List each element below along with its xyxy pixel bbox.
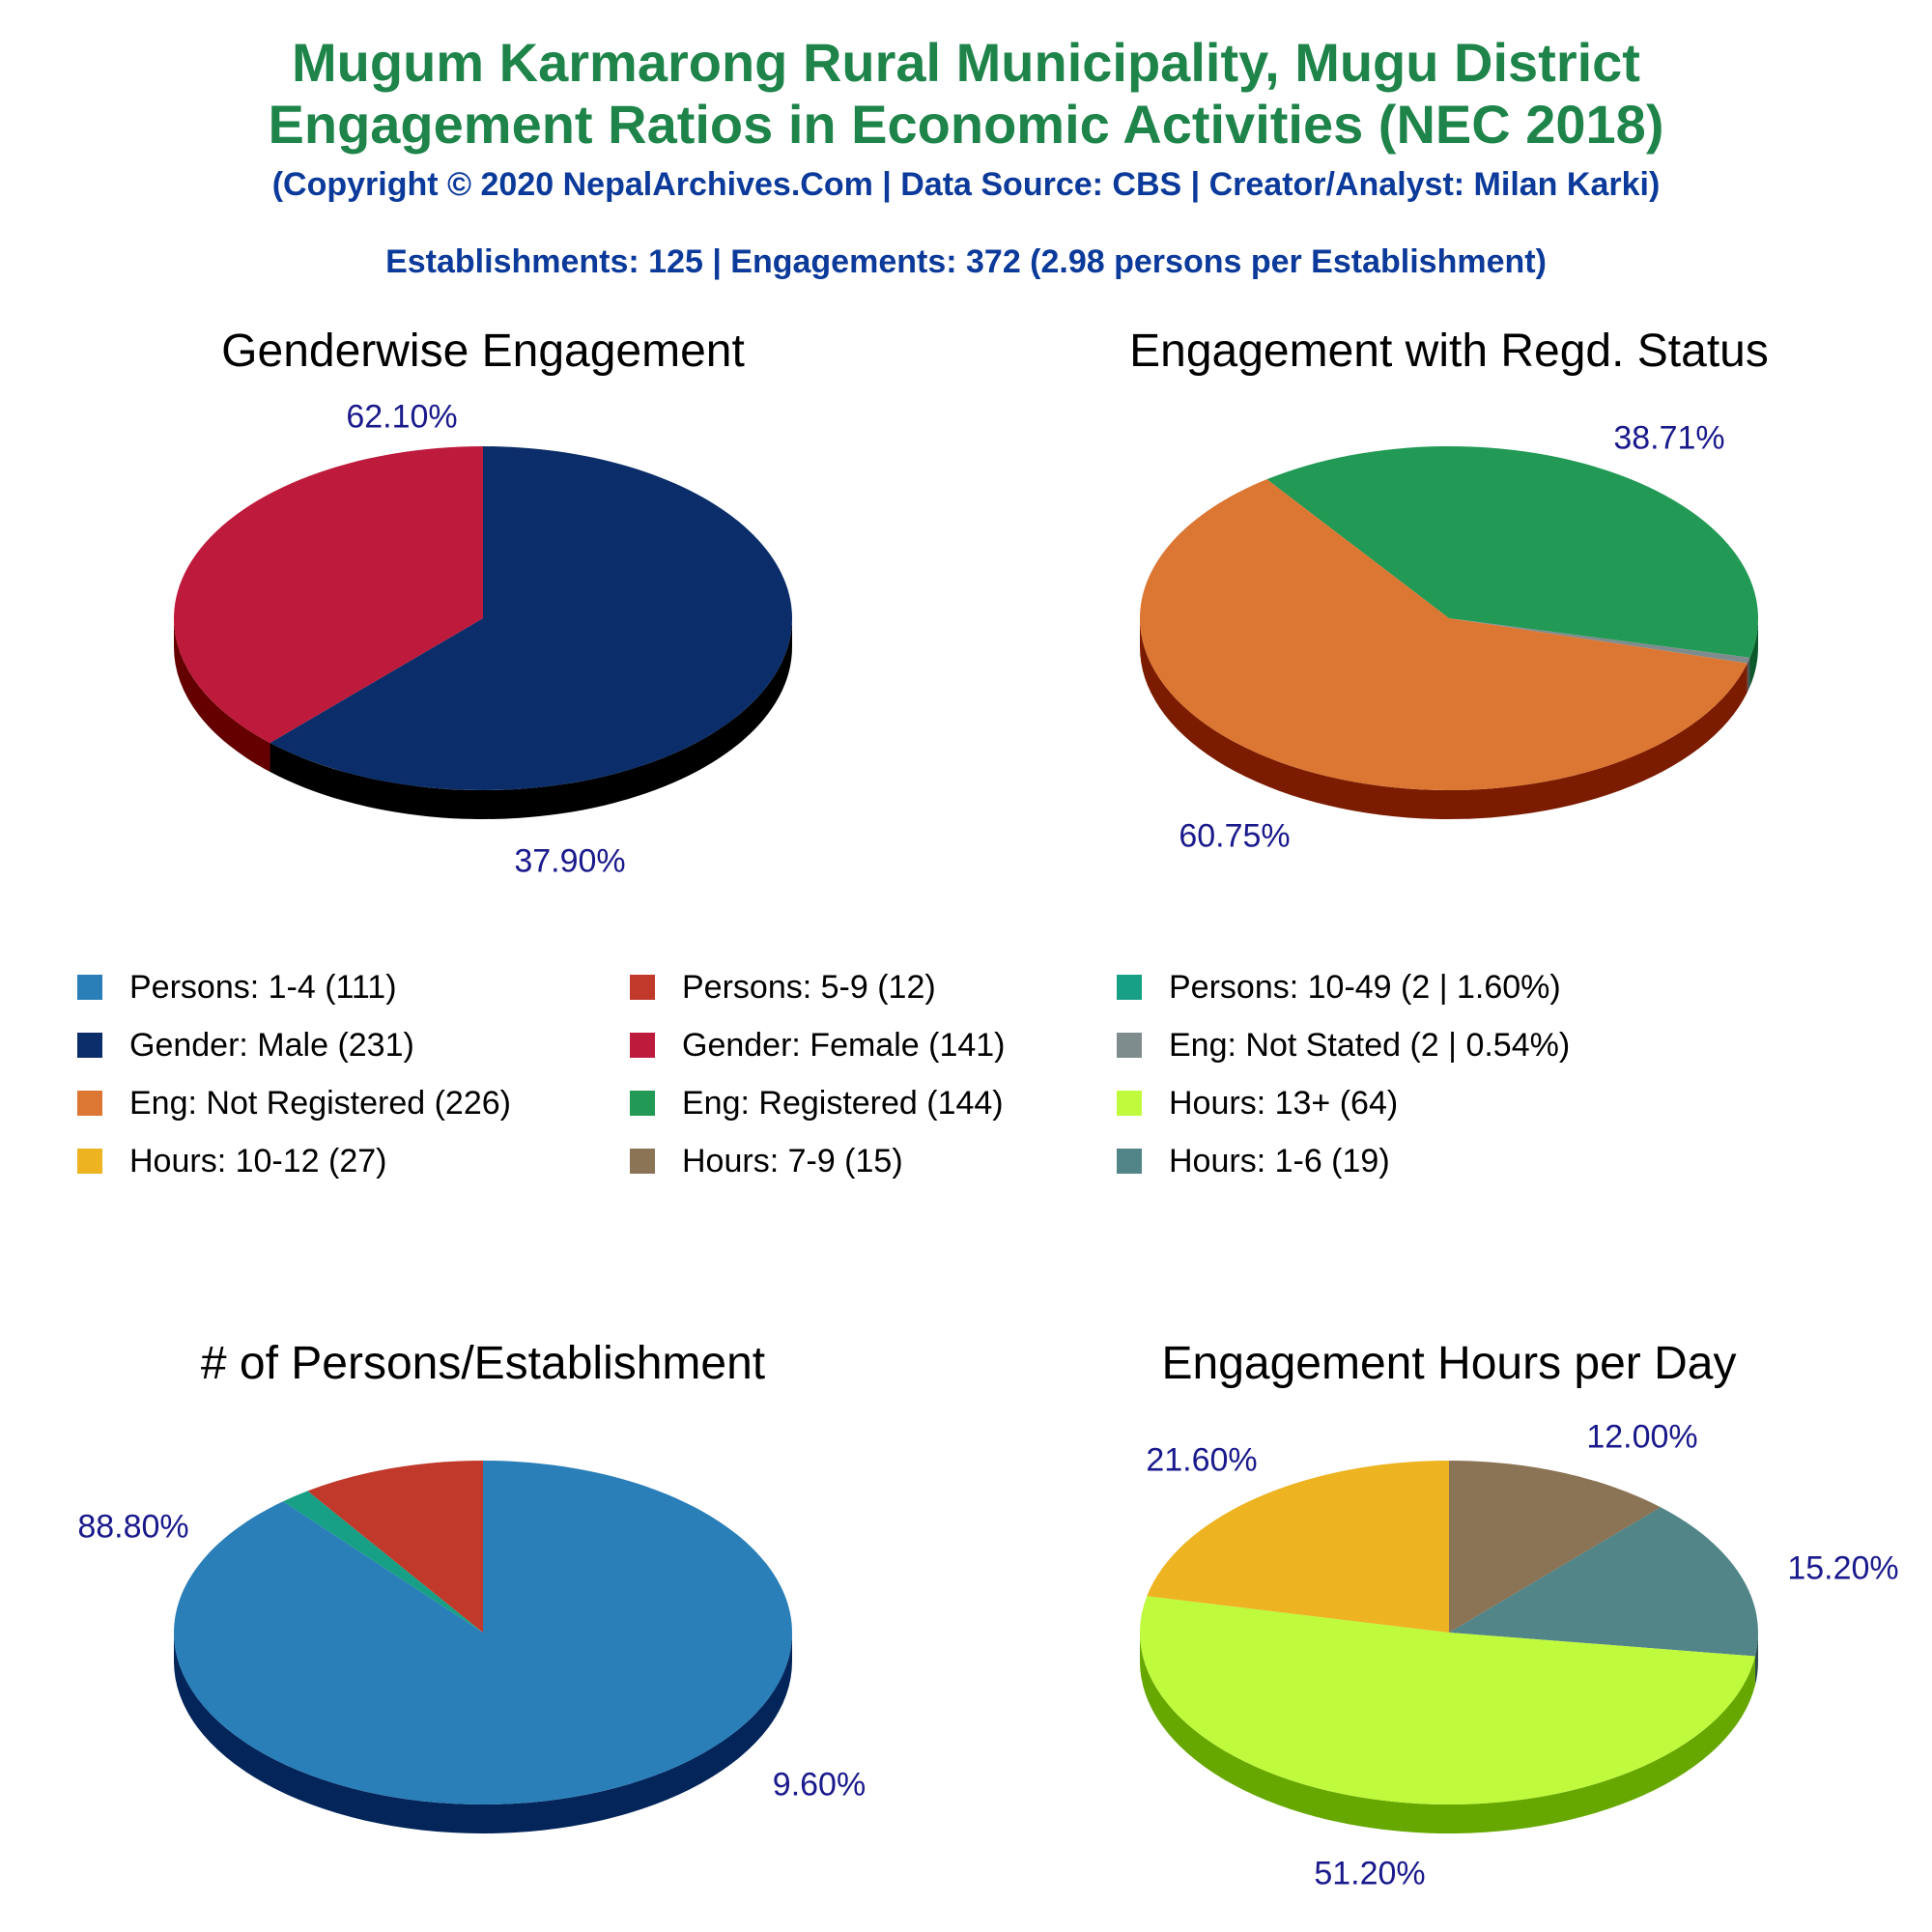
legend-label: Hours: 7-9 (15) <box>682 1142 903 1179</box>
legend-swatch <box>630 1091 655 1116</box>
chart-title-hours: Engagement Hours per Day <box>1161 1338 1737 1389</box>
legend-item: Hours: 7-9 (15) <box>630 1142 903 1180</box>
legend-item: Eng: Registered (144) <box>630 1084 1004 1122</box>
pie-slice-0-0 <box>270 446 792 790</box>
legend-swatch <box>77 975 102 1000</box>
pct-label-hours-7-9: 12.00% <box>1586 1418 1698 1456</box>
legend-swatch <box>1117 1149 1142 1174</box>
legend-label: Eng: Not Stated (2 | 0.54%) <box>1169 1026 1571 1064</box>
legend-item: Eng: Not Stated (2 | 0.54%) <box>1117 1026 1570 1065</box>
legend-label: Hours: 13+ (64) <box>1169 1084 1399 1122</box>
legend-swatch <box>1117 1033 1142 1058</box>
pie-slice-side-3-2 <box>1140 1633 1755 1834</box>
pie-slice-side-0-1 <box>174 618 270 773</box>
legend-label: Persons: 5-9 (12) <box>682 968 936 1006</box>
pie-slice-3-3 <box>1147 1461 1449 1633</box>
pct-label-female: 37.90% <box>514 842 626 880</box>
pie-slice-0-1 <box>173 446 483 744</box>
pie-slice-side-0-0 <box>270 618 792 819</box>
legend-item: Eng: Not Registered (226) <box>77 1084 511 1122</box>
legend-label: Eng: Registered (144) <box>682 1084 1004 1122</box>
chart-title-gender: Genderwise Engagement <box>221 326 745 377</box>
pie-slice-2-1 <box>282 1491 483 1633</box>
legend-item: Hours: 1-6 (19) <box>1117 1142 1390 1180</box>
copyright-line: (Copyright © 2020 NepalArchives.Com | Da… <box>271 166 1661 203</box>
legend-swatch <box>630 1033 655 1058</box>
legend-label: Hours: 10-12 (27) <box>129 1142 387 1179</box>
legend-swatch <box>77 1149 102 1174</box>
pct-label-hours-1-6: 15.20% <box>1787 1549 1899 1587</box>
legend-item: Gender: Female (141) <box>630 1026 1006 1065</box>
legend-label: Persons: 10-49 (2 | 1.60%) <box>1169 968 1561 1006</box>
legend-item: Hours: 10-12 (27) <box>77 1142 386 1180</box>
pie-slice-side-3-1 <box>1754 1633 1758 1686</box>
chart-title-persons: # of Persons/Establishment <box>200 1338 766 1389</box>
pct-label-persons-1-4: 88.80% <box>77 1508 189 1546</box>
pie-slice-1-1 <box>1449 618 1750 664</box>
pie-slice-2-2 <box>307 1461 483 1633</box>
pie-slice-3-1 <box>1449 1507 1758 1657</box>
pie-slice-1-0 <box>1266 445 1759 658</box>
legend-item: Persons: 5-9 (12) <box>630 968 936 1007</box>
pie-slice-side-2-0 <box>174 1633 792 1833</box>
legend-swatch <box>77 1091 102 1116</box>
legend-swatch <box>77 1033 102 1058</box>
legend-item: Persons: 1-4 (111) <box>77 968 397 1007</box>
pie-slice-2-0 <box>174 1461 793 1804</box>
legend-swatch <box>1117 1091 1142 1116</box>
pct-label-not-registered: 60.75% <box>1179 817 1291 855</box>
legend-swatch <box>630 1149 655 1174</box>
legend-label: Gender: Male (231) <box>129 1026 414 1064</box>
main-title-line2: Engagement Ratios in Economic Activities… <box>268 94 1664 155</box>
legend-swatch <box>1117 975 1142 1000</box>
legend-label: Persons: 1-4 (111) <box>129 968 397 1006</box>
pct-label-hours-13plus: 51.20% <box>1314 1855 1426 1892</box>
main-title-line1: Mugum Karmarong Rural Municipality, Mugu… <box>292 32 1640 93</box>
pie-slice-side-1-1 <box>1747 657 1750 693</box>
pct-label-male: 62.10% <box>346 398 458 436</box>
pie-slice-side-1-0 <box>1749 618 1758 687</box>
legend-label: Gender: Female (141) <box>682 1026 1006 1064</box>
pct-label-persons-5-9: 9.60% <box>772 1766 867 1804</box>
legend-label: Eng: Not Registered (226) <box>129 1084 511 1122</box>
pie-slice-side-1-2 <box>1140 618 1747 819</box>
legend-item: Hours: 13+ (64) <box>1117 1084 1398 1122</box>
pie-slice-3-2 <box>1140 1596 1755 1804</box>
legend-label: Hours: 1-6 (19) <box>1169 1142 1390 1179</box>
legend-item: Persons: 10-49 (2 | 1.60%) <box>1117 968 1561 1007</box>
summary-line: Establishments: 125 | Engagements: 372 (… <box>385 243 1547 280</box>
pct-label-hours-10-12: 21.60% <box>1146 1441 1258 1479</box>
legend-item: Gender: Male (231) <box>77 1026 414 1065</box>
pie-slice-3-0 <box>1449 1461 1662 1633</box>
pie-slice-1-2 <box>1139 479 1747 790</box>
legend-swatch <box>630 975 655 1000</box>
pct-label-registered: 38.71% <box>1613 419 1725 457</box>
chart-title-regd: Engagement with Regd. Status <box>1129 326 1769 377</box>
